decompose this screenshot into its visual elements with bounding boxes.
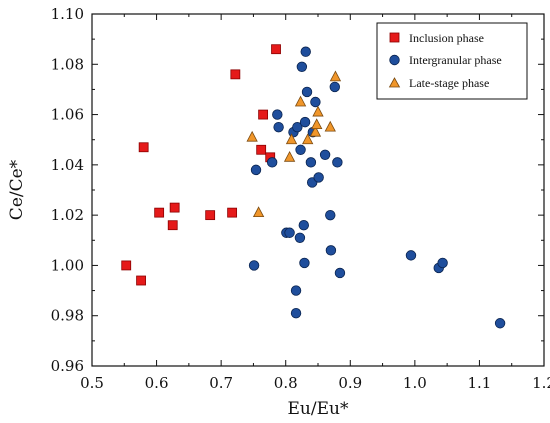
y-tick-label: 0.98 xyxy=(51,307,84,325)
intergranular-phase-point xyxy=(299,116,311,128)
late-stage-phase-point xyxy=(312,105,324,117)
intergranular-phase-point xyxy=(313,172,324,183)
intergranular-phase-point xyxy=(301,86,313,98)
late-stage-phase-point xyxy=(294,95,307,107)
legend: Inclusion phase Intergranular phase Late… xyxy=(376,22,528,100)
intergranular-phase-point xyxy=(405,250,417,261)
inclusion-phase-point xyxy=(136,275,146,286)
intergranular-phase-point xyxy=(292,121,303,133)
y-axis-title: Ce/Ce* xyxy=(7,159,27,220)
inclusion-phase-point xyxy=(121,260,132,271)
x-tick-label: 0.9 xyxy=(338,374,362,392)
inclusion-phase-point xyxy=(167,220,178,231)
x-tick-label: 0.8 xyxy=(274,374,298,392)
axis-tick-labels: 0.5 0.6 0.7 0.8 0.9 1.0 1.1 1.2 0.96 0.98 1.00 1.02… xyxy=(51,5,550,392)
intergranular-phase-point xyxy=(305,157,317,168)
late-stage-phase-point xyxy=(246,130,258,142)
inclusion-phase-point xyxy=(256,144,267,155)
intergranular-phase-point xyxy=(325,209,336,221)
intergranular-phase-point xyxy=(437,257,448,269)
intergranular-phase-point xyxy=(296,61,308,73)
data-points xyxy=(121,44,506,329)
intergranular-phase-point xyxy=(319,149,331,161)
intergranular-phase-point xyxy=(329,81,340,93)
x-tick-label: 1.2 xyxy=(532,374,550,392)
late-stage-phase-point xyxy=(309,125,322,137)
intergranular-phase-point xyxy=(300,46,311,57)
y-tick-label: 1.06 xyxy=(51,106,84,124)
intergranular-phase-point xyxy=(290,285,302,296)
x-tick-label: 1.1 xyxy=(467,374,491,392)
y-tick-label: 0.96 xyxy=(51,357,84,375)
inclusion-phase-point xyxy=(230,69,241,80)
intergranular-phase-point xyxy=(273,121,284,133)
late-stage-phase-point xyxy=(285,133,298,145)
legend-label-late-stage: Late-stage phase xyxy=(409,76,489,90)
legend-marker-inclusion xyxy=(389,32,400,43)
intergranular-phase-point xyxy=(248,260,260,271)
legend-label-inclusion: Inclusion phase xyxy=(409,31,484,45)
y-tick-label: 1.10 xyxy=(51,5,84,23)
intergranular-phase-point xyxy=(310,96,321,108)
late-stage-phase-point xyxy=(324,120,336,132)
inclusion-phase-point xyxy=(138,142,149,153)
intergranular-phase-point xyxy=(299,257,310,269)
intergranular-phase-point xyxy=(332,157,343,168)
late-stage-phase-point xyxy=(252,206,265,218)
intergranular-phase-point xyxy=(494,318,506,329)
inclusion-phase-point xyxy=(227,207,238,218)
intergranular-phase-point xyxy=(298,219,309,231)
x-tick-label: 0.5 xyxy=(80,374,104,392)
intergranular-phase-point xyxy=(272,109,283,120)
inclusion-phase-point xyxy=(205,210,216,221)
intergranular-phase-point xyxy=(295,144,306,155)
late-stage-phase-point xyxy=(283,150,296,162)
intergranular-phase-point xyxy=(284,227,295,238)
inclusion-phase-point xyxy=(271,44,281,55)
legend-marker-late-stage xyxy=(388,77,401,88)
intergranular-phase-point xyxy=(266,157,278,168)
y-tick-label: 1.08 xyxy=(51,55,84,73)
y-tick-label: 1.02 xyxy=(51,206,84,224)
intergranular-phase-point xyxy=(334,267,346,279)
intergranular-phase-point xyxy=(325,245,337,256)
y-tick-label: 1.04 xyxy=(51,156,84,174)
inclusion-phase-point xyxy=(258,109,269,120)
x-tick-label: 0.7 xyxy=(209,374,233,392)
legend-label-intergranular: Intergranular phase xyxy=(409,53,502,67)
intergranular-phase-point xyxy=(294,232,306,243)
x-axis-title: Eu/Eu* xyxy=(288,399,349,419)
late-stage-phase-point xyxy=(311,118,323,130)
x-tick-label: 1.0 xyxy=(403,374,427,392)
intergranular-phase-point xyxy=(250,164,262,176)
inclusion-phase-point xyxy=(169,202,180,213)
x-tick-label: 0.6 xyxy=(145,374,169,392)
intergranular-phase-point xyxy=(290,308,302,319)
axis-ticks xyxy=(91,13,545,367)
late-stage-phase-point xyxy=(302,133,314,145)
late-stage-phase-point xyxy=(329,70,342,82)
y-tick-label: 1.00 xyxy=(51,256,84,274)
legend-marker-intergranular xyxy=(389,54,400,66)
inclusion-phase-point xyxy=(154,207,165,218)
legend-box xyxy=(376,22,528,100)
